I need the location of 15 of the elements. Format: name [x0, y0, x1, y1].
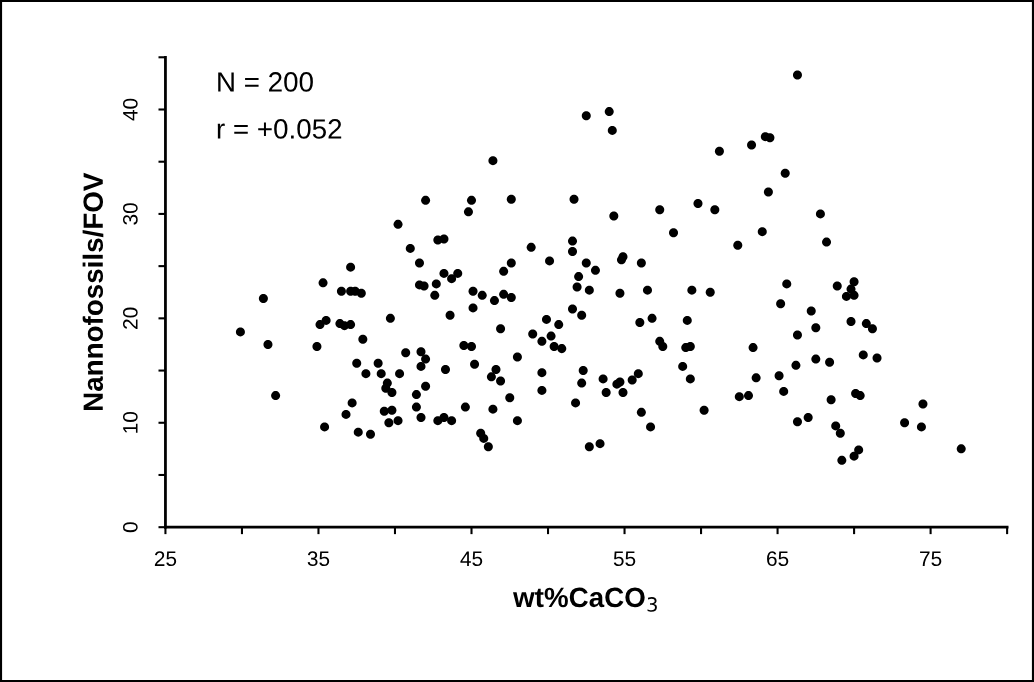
- x-tick-label: 55: [613, 551, 636, 567]
- x-tick-label: 35: [307, 551, 330, 567]
- y-tick-label: 10: [122, 411, 138, 433]
- x-tick-label: 45: [460, 551, 483, 567]
- y-tick-label: 20: [122, 307, 138, 329]
- x-tick-label: 25: [154, 551, 177, 567]
- x-tick-label: 75: [920, 551, 942, 567]
- y-tick-label: 30: [122, 203, 138, 225]
- y-tick-label: 0: [122, 522, 138, 533]
- x-tick-label: 65: [767, 551, 789, 567]
- y-axis-title: Nannofossils/FOV: [82, 172, 104, 410]
- y-tick-label: 40: [122, 98, 138, 121]
- x-axis-title: wt%CaCO$_{3}$: [513, 587, 657, 612]
- annotation: N = 200: [218, 72, 313, 92]
- annotation: r = +0.052: [217, 119, 342, 139]
